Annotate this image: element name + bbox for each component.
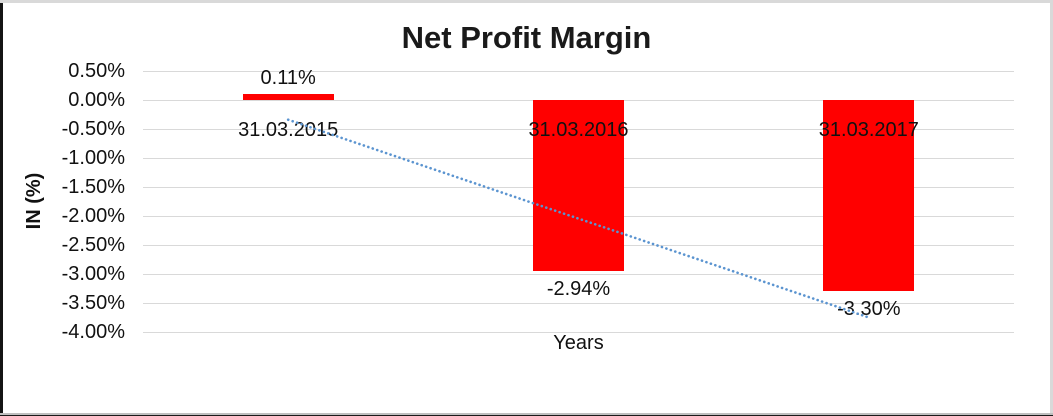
x-category-label: 31.03.2015	[238, 119, 339, 141]
x-axis-title: Years	[553, 332, 604, 354]
y-tick-label: -0.50%	[61, 118, 125, 140]
window-border-top	[0, 0, 1053, 3]
y-tick-label: -2.50%	[61, 234, 125, 256]
y-tick-label: -3.00%	[61, 263, 125, 285]
gridline	[143, 331, 1014, 333]
x-category-label: 31.03.2016	[528, 119, 629, 141]
window-border-left	[0, 0, 3, 416]
chart-title: Net Profit Margin	[401, 20, 652, 55]
gridline	[143, 70, 1014, 72]
y-tick-label: -1.50%	[61, 176, 125, 198]
y-tick-label: -4.00%	[61, 321, 125, 343]
y-tick-label: 0.00%	[68, 89, 125, 111]
y-tick-label: -1.00%	[61, 147, 125, 169]
y-tick-label: -3.50%	[61, 292, 125, 314]
y-tick-label: -2.00%	[61, 205, 125, 227]
data-label: -2.94%	[546, 277, 611, 300]
x-category-label: 31.03.2017	[818, 119, 919, 141]
window-border-right	[1050, 0, 1053, 416]
y-tick-label: 0.50%	[68, 60, 125, 82]
data-label: -3.30%	[837, 298, 901, 321]
data-label: 0.11%	[260, 66, 316, 89]
bar	[242, 93, 334, 100]
